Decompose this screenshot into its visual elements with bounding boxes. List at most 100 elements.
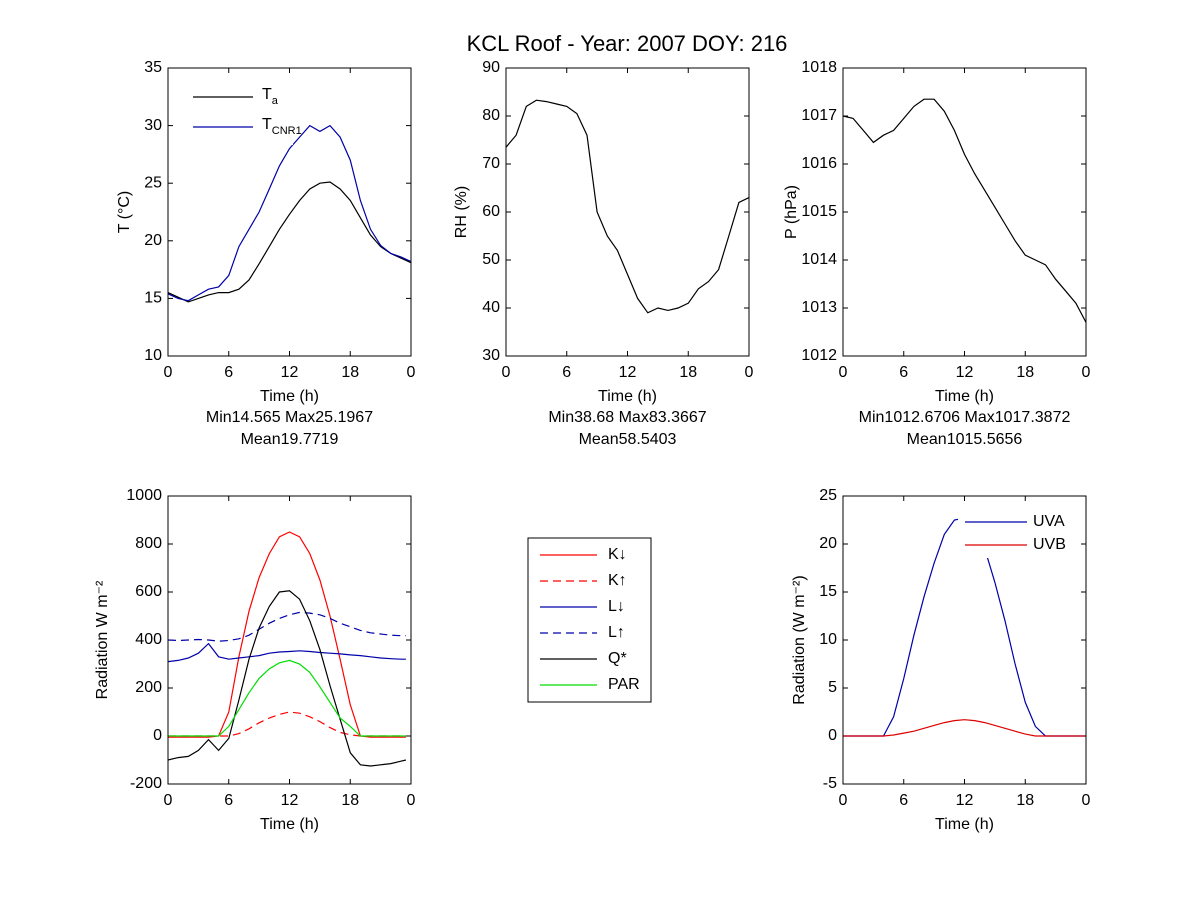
series-line <box>167 181 412 303</box>
y-tick-label: 1017 <box>801 107 837 124</box>
y-axis-label: P (hPa) <box>783 185 800 239</box>
series-line <box>167 124 412 302</box>
y-tick-label: 25 <box>819 487 837 504</box>
x-tick-label: 6 <box>562 364 571 381</box>
x-tick-label: 6 <box>899 792 908 809</box>
x-tick-label: 0 <box>745 364 754 381</box>
y-tick-label: 400 <box>135 631 162 648</box>
x-tick-label: 18 <box>341 364 359 381</box>
plot-area <box>843 68 1086 356</box>
x-axis-label: Time (h) <box>260 816 319 833</box>
x-tick-label: 18 <box>679 364 697 381</box>
figure-title: KCL Roof - Year: 2007 DOY: 216 <box>467 31 788 56</box>
y-tick-label: 70 <box>482 155 500 172</box>
x-tick-label: 6 <box>224 792 233 809</box>
y-tick-label: 10 <box>144 347 162 364</box>
y-tick-label: 1000 <box>126 487 162 504</box>
stats-annotation: Mean58.5403 <box>579 431 677 448</box>
x-tick-label: 0 <box>502 364 511 381</box>
y-tick-label: 80 <box>482 107 500 124</box>
axes-box <box>842 67 1087 357</box>
legend-label: K↓ <box>608 546 627 563</box>
x-tick-label: 12 <box>281 364 299 381</box>
x-axis-label: Time (h) <box>598 388 657 405</box>
x-tick-label: 12 <box>619 364 637 381</box>
series-line <box>843 719 1086 737</box>
y-tick-label: 30 <box>144 117 162 134</box>
axes-box <box>842 495 1087 785</box>
y-tick-label: 1012 <box>801 347 837 364</box>
y-tick-label: 1016 <box>801 155 837 172</box>
y-tick-label: 15 <box>819 583 837 600</box>
legend-label: Ta <box>262 86 279 107</box>
series-line <box>167 611 406 642</box>
stats-annotation: Mean1015.5656 <box>907 431 1023 448</box>
plot-area <box>168 496 411 784</box>
legend-box <box>183 83 293 145</box>
series-line <box>168 531 406 738</box>
y-tick-label: 600 <box>135 583 162 600</box>
x-tick-label: 0 <box>164 792 173 809</box>
y-tick-label: 1014 <box>801 251 837 268</box>
y-axis-label: T (°C) <box>116 191 133 234</box>
y-axis-label: RH (%) <box>453 186 470 238</box>
axes-box <box>505 67 750 357</box>
legend-label: PAR <box>608 676 640 693</box>
series-line <box>842 98 1087 323</box>
y-axis-label: Radiation W m⁻² <box>94 580 111 699</box>
x-axis-label: Time (h) <box>260 388 319 405</box>
series-line <box>167 590 407 767</box>
plot-area <box>506 68 749 356</box>
x-tick-label: 12 <box>956 792 974 809</box>
y-tick-label: 200 <box>135 679 162 696</box>
legend-label: L↑ <box>608 624 625 641</box>
stats-annotation: Min1012.6706 Max1017.3872 <box>859 409 1071 426</box>
y-tick-label: 5 <box>828 679 837 696</box>
x-tick-label: 12 <box>281 792 299 809</box>
y-tick-label: 0 <box>828 727 837 744</box>
y-tick-label: 20 <box>819 535 837 552</box>
x-tick-label: 0 <box>407 364 416 381</box>
series-line <box>167 642 406 663</box>
x-tick-label: 0 <box>164 364 173 381</box>
x-tick-label: 18 <box>341 792 359 809</box>
y-tick-label: 20 <box>144 232 162 249</box>
y-tick-label: 25 <box>144 174 162 191</box>
x-tick-label: 18 <box>1016 364 1034 381</box>
stats-annotation: Min38.68 Max83.3667 <box>548 409 706 426</box>
y-tick-label: 1015 <box>801 203 837 220</box>
y-tick-label: 90 <box>482 59 500 76</box>
x-tick-label: 0 <box>1082 792 1091 809</box>
legend-box <box>527 537 652 703</box>
x-tick-label: 6 <box>899 364 908 381</box>
legend-label: UVB <box>1033 536 1066 553</box>
x-tick-label: 0 <box>839 364 848 381</box>
y-tick-label: 15 <box>144 290 162 307</box>
stats-annotation: Mean19.7719 <box>241 431 339 448</box>
y-tick-label: 60 <box>482 203 500 220</box>
y-tick-label: 1018 <box>801 59 837 76</box>
series-line <box>168 659 406 737</box>
y-tick-label: 800 <box>135 535 162 552</box>
legend-label: L↓ <box>608 598 625 615</box>
stats-annotation: Min14.565 Max25.1967 <box>206 409 373 426</box>
y-tick-label: -5 <box>823 775 837 792</box>
axes-box <box>167 67 412 357</box>
legend-label: UVA <box>1033 513 1065 530</box>
y-axis-label: Radiation (W m⁻²) <box>791 575 808 704</box>
y-tick-label: -200 <box>130 775 162 792</box>
legend-label: K↑ <box>608 572 627 589</box>
y-tick-label: 40 <box>482 299 500 316</box>
x-tick-label: 0 <box>1082 364 1091 381</box>
y-tick-label: 50 <box>482 251 500 268</box>
y-tick-label: 30 <box>482 347 500 364</box>
legend-label: Q* <box>608 650 627 667</box>
x-tick-label: 0 <box>839 792 848 809</box>
axes-box <box>167 495 412 785</box>
y-tick-label: 1013 <box>801 299 837 316</box>
x-tick-label: 0 <box>407 792 416 809</box>
legend-box <box>958 510 1068 558</box>
x-tick-label: 18 <box>1016 792 1034 809</box>
x-tick-label: 6 <box>224 364 233 381</box>
